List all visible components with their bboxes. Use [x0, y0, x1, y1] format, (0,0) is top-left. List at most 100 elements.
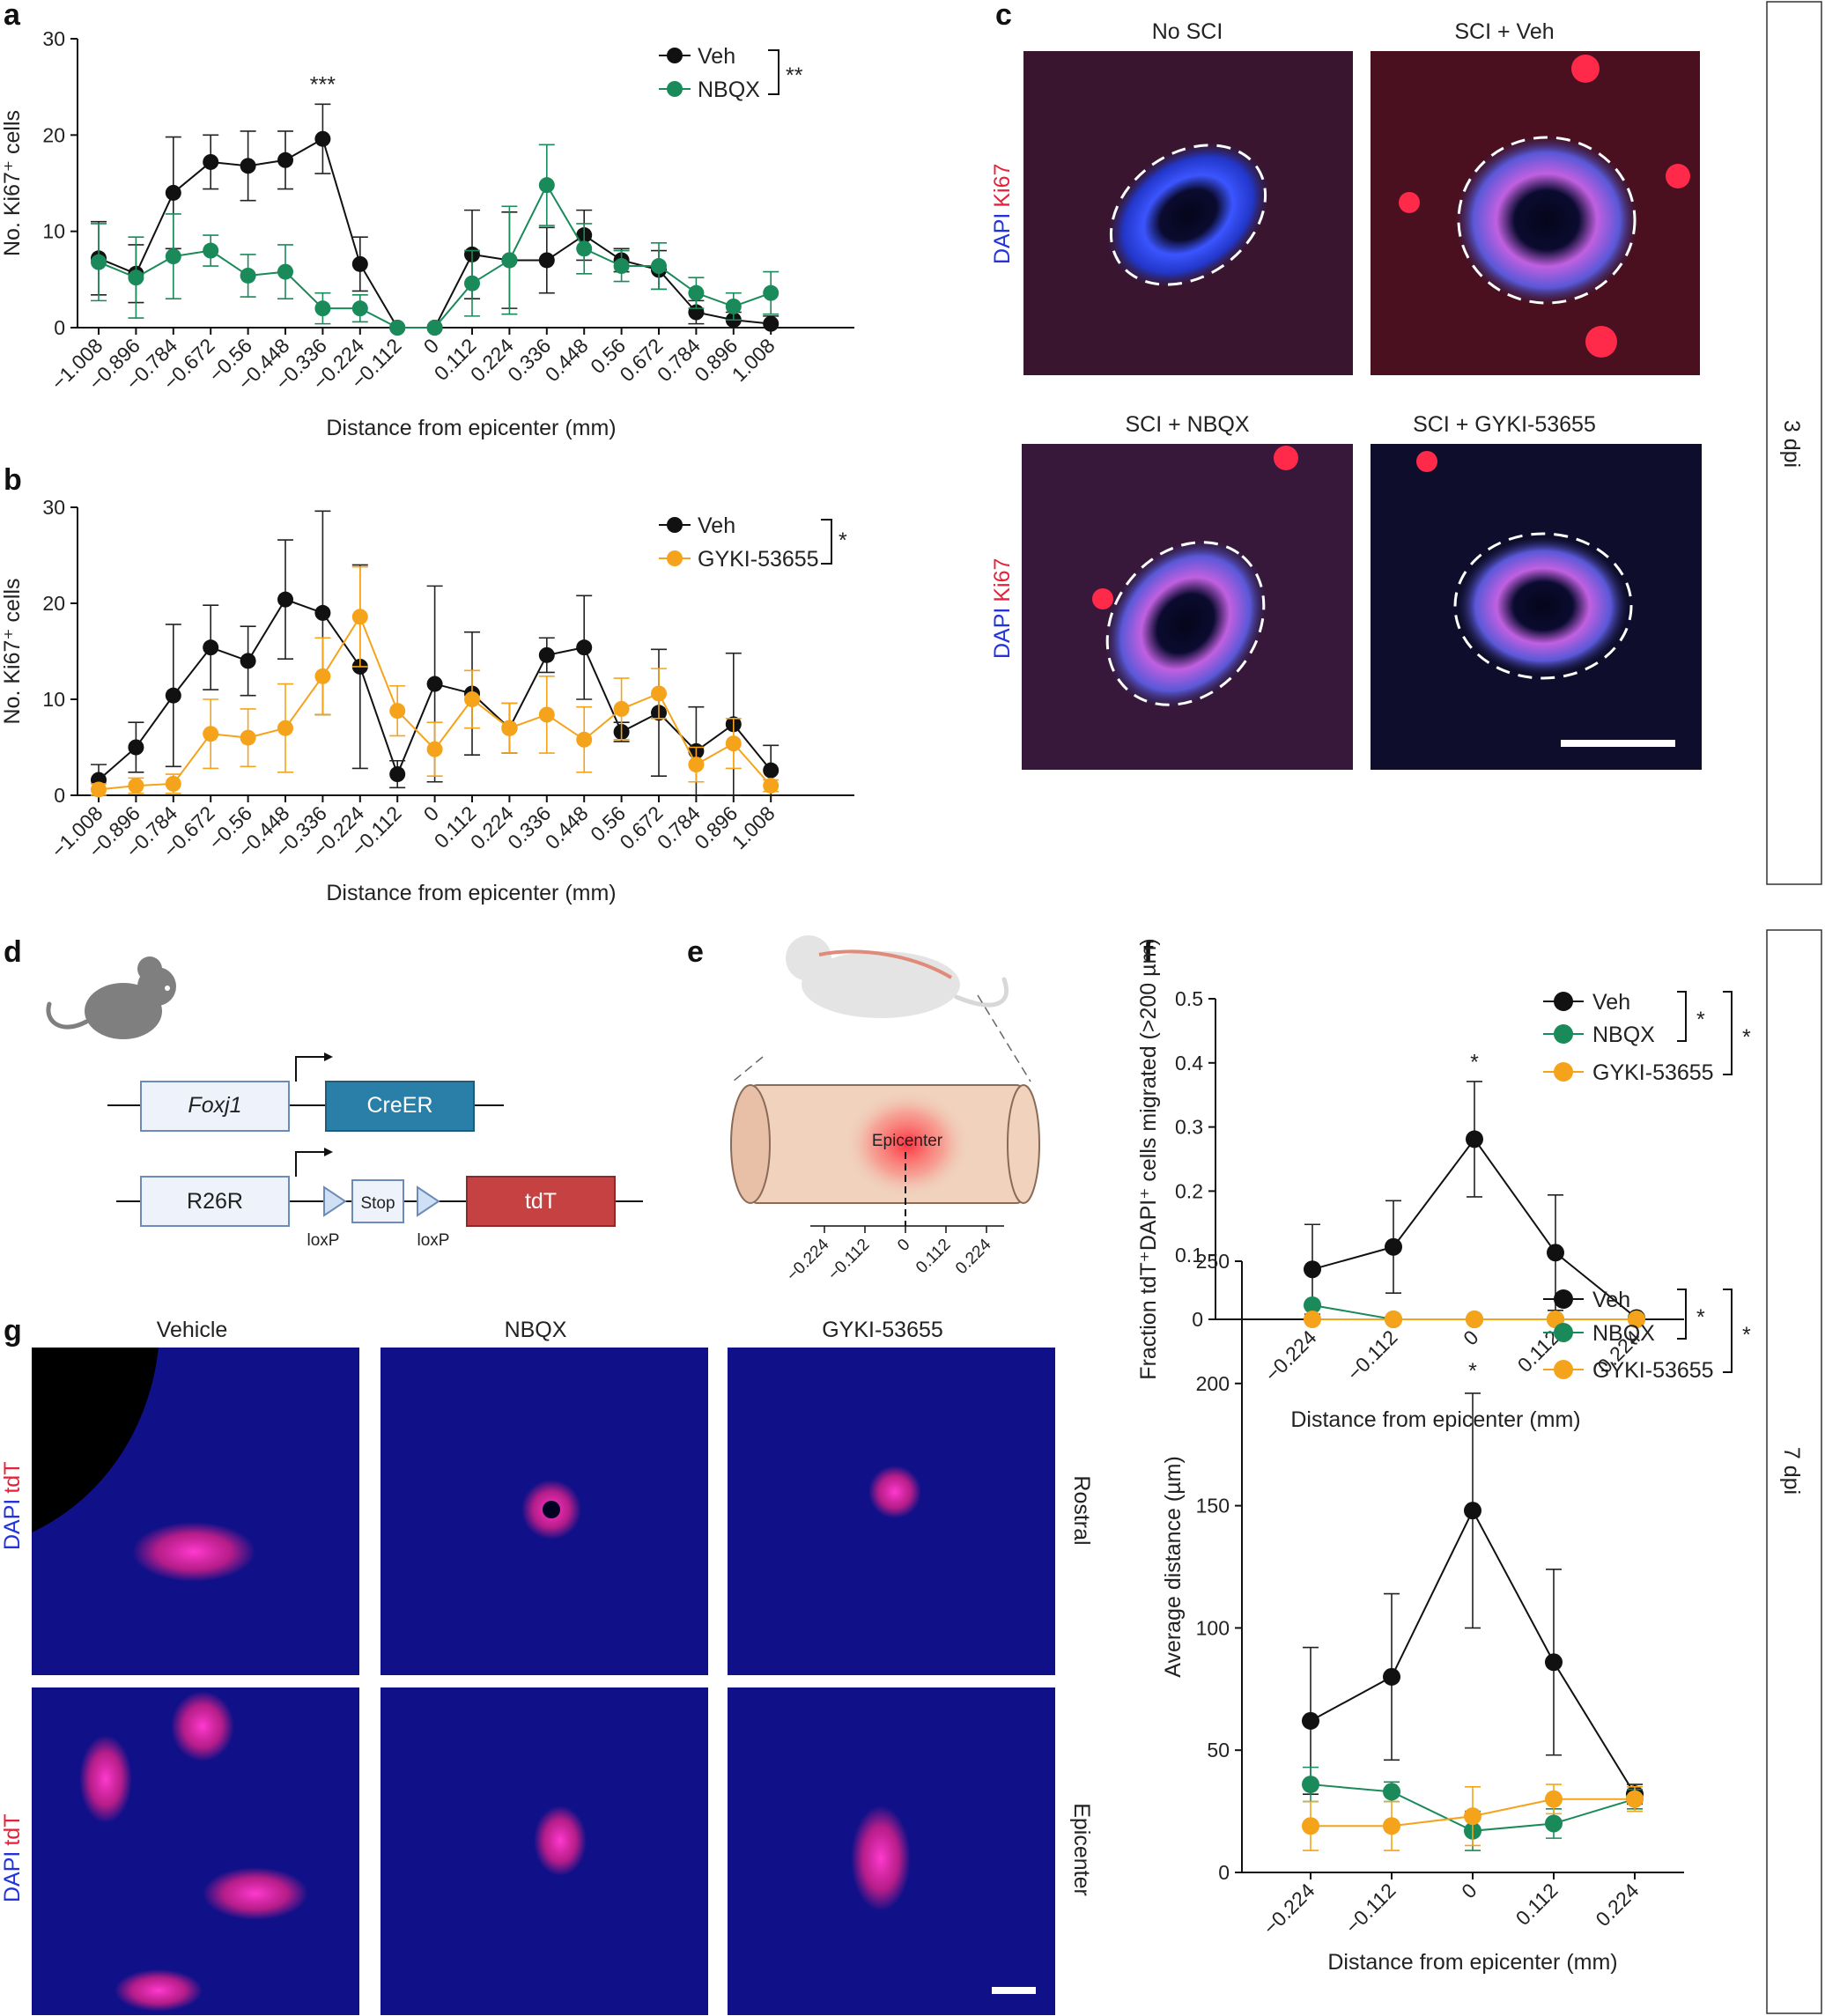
loxp-label-1: loxP [307, 1231, 340, 1250]
spinal-cord-end-right [1007, 1084, 1040, 1204]
legend-f-bot-marker-gyki [1554, 1360, 1573, 1379]
data-point-veh [763, 762, 780, 779]
panel-c-title-2: SCI + Veh [1454, 19, 1554, 44]
data-point-veh [1385, 1237, 1402, 1256]
legend-bracket-b [821, 519, 832, 565]
data-point-gyki-53655 [128, 778, 144, 794]
x-tick-label: 0.336 [503, 801, 555, 853]
zoom-line-2 [977, 994, 1031, 1082]
micrograph-sci-nbqx [1022, 444, 1353, 770]
r26r-label: R26R [187, 1189, 243, 1214]
legend-f-top-bracket-1 [1677, 991, 1687, 1042]
legend-a: Veh NBQX ** [659, 44, 803, 102]
panel-g-row-2: Epicenter [1069, 1803, 1094, 1896]
panel-c-title-1: No SCI [1152, 19, 1223, 44]
panel-g-col-3: GYKI-53655 [822, 1318, 943, 1342]
y-tick-label: 0.2 [1175, 1179, 1203, 1202]
legend-f-top-marker-nbqx [1554, 1024, 1573, 1044]
series-line-veh [98, 137, 772, 329]
side-label-3dpi: 3 dpi [1779, 420, 1804, 468]
data-point-nbqx [351, 300, 368, 317]
g-tdt-7 [115, 1969, 203, 2012]
epicenter-label: Epicenter [872, 1132, 943, 1150]
panel-label-f: f [1143, 935, 1154, 969]
x-axis-label: Distance from epicenter (mm) [326, 416, 616, 440]
x-axis-label: Distance from epicenter (mm) [1290, 1407, 1580, 1432]
data-point-veh [128, 739, 144, 756]
data-point-gyki-53655 [1628, 1311, 1645, 1328]
data-point-gyki-53655 [464, 691, 480, 707]
side-box-3dpi [1766, 1, 1822, 885]
y-axis-label: No. Ki67⁺ cells [0, 578, 25, 724]
cell-4 [1399, 192, 1420, 213]
legend-bracket-a [768, 49, 780, 95]
y-tick-label: 150 [1196, 1495, 1230, 1518]
data-point-nbqx [1302, 1776, 1319, 1794]
x-axis-label: Distance from epicenter (mm) [326, 881, 616, 905]
data-point-veh [389, 766, 406, 783]
panel-g-stain-label-1: DAPItdT [0, 1462, 25, 1550]
cell-5 [1274, 446, 1298, 470]
legend-f-top-label-gyki: GYKI-53655 [1592, 1060, 1714, 1085]
data-point-veh [165, 687, 181, 704]
panel-c-stain-label-1: DAPIKi67 [990, 164, 1015, 264]
e-tick-label: 0.112 [912, 1236, 954, 1277]
data-point-nbqx [763, 284, 780, 301]
g-canal-2 [543, 1501, 560, 1518]
legend-b: Veh GYKI-53655 * [659, 513, 847, 572]
x-tick-label: 1.008 [728, 334, 780, 386]
e-tick-label: 0 [894, 1236, 913, 1255]
zoom-line-1 [732, 1056, 764, 1082]
creer-box [325, 1081, 475, 1132]
data-point-nbqx [203, 242, 219, 259]
side-label-7dpi: 7 dpi [1779, 1447, 1804, 1495]
x-tick-label: −0.112 [1341, 1879, 1400, 1938]
data-point-gyki-53655 [1545, 1790, 1563, 1808]
g-tdt-6 [203, 1867, 308, 1920]
canal-4 [1459, 537, 1628, 675]
x-tick-label: −0.224 [1259, 1879, 1319, 1939]
data-point-gyki-53655 [725, 735, 742, 752]
data-point-veh [277, 151, 293, 168]
e-tick-label: 0.224 [952, 1235, 995, 1278]
y-tick-label: 0.5 [1175, 987, 1203, 1010]
scale-bar-c [1561, 740, 1675, 747]
legend-label-gyki-b: GYKI-53655 [698, 547, 819, 572]
data-point-veh [240, 158, 256, 174]
data-point-gyki-53655 [576, 731, 593, 748]
panel-g-stain-label-2: DAPItdT [0, 1814, 25, 1902]
x-tick-label: 0 [419, 801, 443, 825]
significance-star: * [1468, 1359, 1477, 1384]
x-tick-label: 0.224 [466, 801, 518, 853]
g-tdt-5 [171, 1691, 234, 1761]
panel-g-row-1: Rostral [1069, 1475, 1094, 1545]
data-point-gyki-53655 [613, 700, 630, 717]
data-point-veh [203, 153, 219, 170]
data-point-gyki-53655 [688, 757, 705, 773]
cell-1 [1571, 55, 1600, 83]
data-point-nbqx [576, 240, 593, 257]
mouse-icon [46, 956, 176, 1039]
y-tick-label: 20 [42, 123, 65, 146]
r26r-box [140, 1176, 290, 1227]
data-point-nbqx [501, 252, 518, 269]
legend-marker-veh [667, 48, 683, 63]
y-tick-label: 250 [1196, 1250, 1230, 1273]
promoter-arrow-1 [295, 1056, 331, 1082]
y-tick-label: 0 [1192, 1308, 1203, 1331]
data-point-veh [1547, 1244, 1564, 1262]
data-point-veh [1545, 1653, 1563, 1672]
y-tick-label: 0.4 [1175, 1052, 1203, 1074]
cell-2 [1666, 164, 1690, 188]
legend-f-top-label-veh: Veh [1592, 990, 1630, 1015]
y-axis-label: Average distance (µm) [1161, 1456, 1186, 1678]
data-point-gyki-53655 [240, 729, 256, 746]
legend-f-bot-sig-1: * [1696, 1305, 1705, 1330]
data-point-nbqx [426, 320, 443, 336]
canal-2 [1455, 136, 1638, 305]
data-point-nbqx [725, 298, 742, 314]
panel-label-c: c [995, 0, 1012, 32]
legend-label-veh: Veh [698, 44, 735, 69]
epicenter-glow [846, 1091, 969, 1197]
outline-2 [1457, 136, 1637, 305]
